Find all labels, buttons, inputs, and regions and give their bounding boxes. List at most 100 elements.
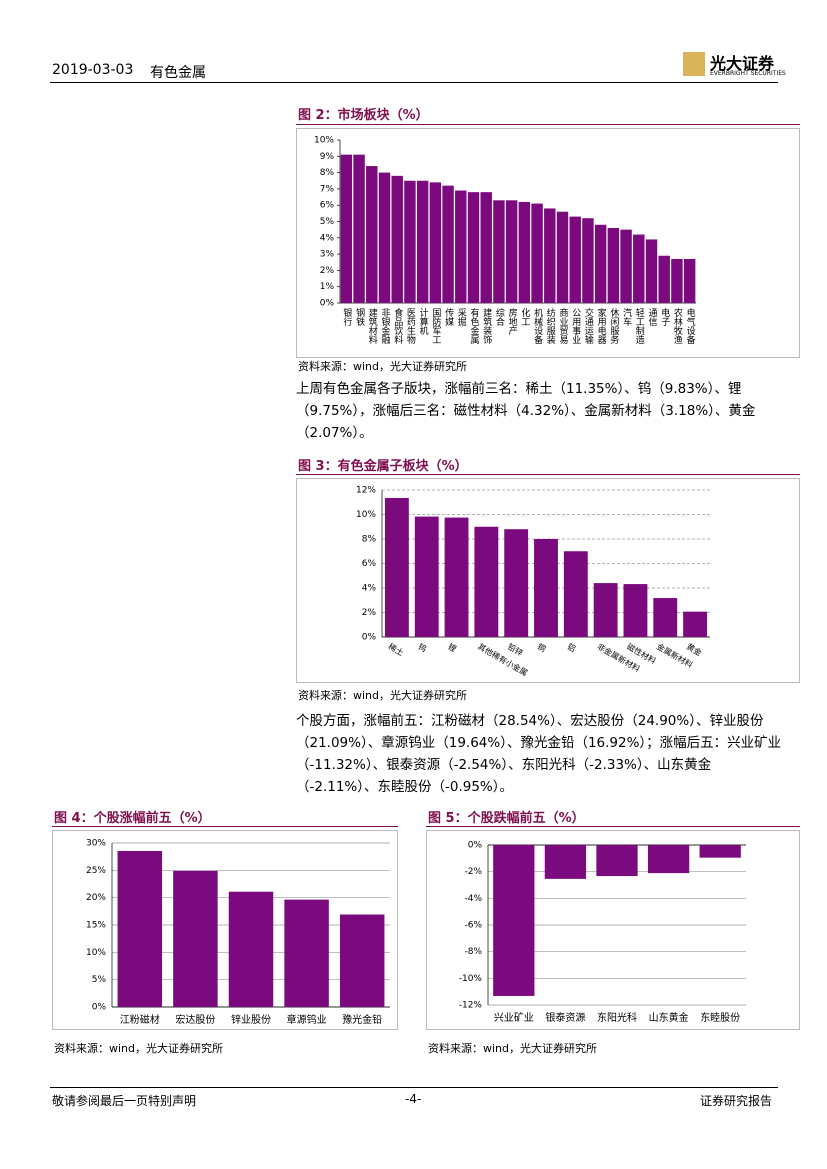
- y-tick-label: 30%: [86, 839, 106, 849]
- chart: 0%2%4%6%8%10%12%稀土钨锂其他稀有小金属铅锌铜铝非金属新材料磁性材…: [296, 478, 800, 683]
- bar: [444, 517, 469, 637]
- y-tick-label: -4%: [464, 894, 482, 904]
- chart-frame: [52, 830, 398, 1030]
- bar: [594, 224, 607, 303]
- bar: [531, 203, 543, 303]
- x-tick-label: 国防军工: [430, 308, 441, 344]
- x-tick-label: 纺织服装: [545, 307, 556, 345]
- bar: [284, 899, 329, 1007]
- x-tick-label: 化工: [519, 307, 530, 326]
- source: 资料来源：wind，光大证券研究所: [428, 1042, 598, 1055]
- y-tick-label: 0%: [92, 1003, 107, 1013]
- header-rule: [50, 82, 778, 83]
- x-tick-label: 非银金融: [380, 307, 391, 345]
- paragraph: 个股方面，涨幅前五：江粉磁材（28.54%）、宏达股份（24.90%）、锌业股份…: [296, 713, 782, 795]
- bar: [366, 166, 378, 303]
- x-tick-label: 钨: [416, 641, 428, 654]
- header-date: 2019-03-03: [52, 62, 134, 78]
- y-tick-label: 6%: [362, 559, 377, 569]
- y-tick-label: 3%: [320, 250, 335, 260]
- y-tick-label: 1%: [320, 282, 335, 292]
- x-tick-label: 江粉磁材: [120, 1013, 160, 1026]
- x-tick-label: 黄金: [685, 641, 704, 658]
- bar: [504, 529, 529, 637]
- y-tick-label: 20%: [86, 893, 106, 903]
- y-tick-label: 10%: [86, 948, 106, 958]
- bar: [596, 845, 638, 877]
- bar: [620, 229, 632, 303]
- x-tick-label: 休闲服务: [608, 307, 619, 345]
- y-tick-label: 4%: [320, 233, 335, 243]
- y-tick-label: 0%: [468, 841, 483, 851]
- bar: [683, 258, 696, 303]
- figure-rule: [296, 474, 800, 475]
- bar: [442, 185, 454, 303]
- x-tick-label: 东阳光科: [597, 1011, 637, 1024]
- x-tick-label: 豫光金铅: [342, 1013, 382, 1026]
- footer-rule: [50, 1087, 778, 1088]
- bar: [683, 611, 708, 637]
- x-tick-label: 综合: [494, 307, 505, 327]
- y-tick-label: -12%: [459, 1001, 483, 1011]
- y-tick-label: 12%: [356, 486, 376, 496]
- bar: [340, 154, 353, 303]
- x-tick-label: 医药生物: [405, 308, 416, 345]
- x-tick-label: 铝: [566, 641, 578, 654]
- figure-rule: [296, 124, 800, 125]
- bar: [653, 598, 678, 637]
- y-tick-label: 4%: [362, 584, 377, 594]
- y-tick-label: 7%: [320, 184, 335, 194]
- bar: [117, 850, 163, 1007]
- x-tick-label: 传媒: [443, 307, 454, 327]
- bar: [228, 891, 274, 1007]
- bar: [607, 228, 620, 303]
- x-tick-label: 建筑材料: [367, 307, 378, 345]
- y-tick-label: 5%: [320, 217, 335, 227]
- x-tick-label: 银泰资源: [545, 1011, 585, 1024]
- y-tick-label: 2%: [362, 608, 377, 618]
- footer-right: 证券研究报告: [700, 1094, 773, 1108]
- bar: [480, 192, 492, 303]
- x-tick-label: 采掘: [456, 308, 467, 327]
- x-tick-label: 计算机: [418, 307, 429, 336]
- chart-frame: [426, 830, 800, 1030]
- bar: [455, 190, 467, 303]
- x-tick-label: 电气设备: [685, 307, 696, 344]
- figure-rule: [426, 826, 800, 827]
- logo-text: 光大证券: [710, 54, 775, 73]
- bar: [518, 201, 531, 303]
- x-tick-label: 轻工制造: [634, 307, 645, 345]
- x-tick-label: 通信: [647, 308, 658, 327]
- x-tick-label: 机械设备: [532, 307, 543, 344]
- x-tick-label: 商业贸易: [558, 307, 569, 345]
- footer-left: 敬请参阅最后一页特别声明: [52, 1094, 197, 1108]
- bar: [505, 200, 518, 303]
- y-tick-label: 0%: [320, 299, 335, 309]
- x-tick-label: 建筑装饰: [481, 307, 492, 345]
- x-tick-label: 锂: [446, 641, 458, 654]
- x-tick-label: 食品饮料: [392, 307, 403, 345]
- bar: [563, 551, 588, 637]
- x-tick-label: 房地产: [507, 307, 517, 336]
- y-tick-label: 10%: [314, 136, 334, 146]
- bar: [544, 845, 587, 879]
- chart-frame: [296, 128, 800, 358]
- footer-page: -4-: [405, 1092, 422, 1106]
- bar: [534, 539, 558, 637]
- y-tick-label: 2%: [320, 266, 335, 276]
- x-tick-label: 其他稀有小金属: [476, 641, 529, 678]
- x-tick-label: 铜: [536, 641, 548, 654]
- y-tick-label: -2%: [464, 867, 482, 877]
- header-sector: 有色金属: [150, 65, 206, 81]
- bar: [384, 497, 409, 637]
- figure-title: 图 3：有色金属子板块（%）: [298, 459, 468, 474]
- y-tick-label: -10%: [459, 974, 483, 984]
- chart: -12% -10% -8% -6% -4% -2% 0% 兴业矿业 银泰资源 东阳光科 山东黄金 东睦…: [426, 830, 800, 1030]
- chart: 0% 1% 2% 3% 4% 5% 6% 7% 8% 9% 10% 银行 钢铁 建筑材料 非银金融 食品饮料医…: [296, 128, 800, 358]
- source: 资料来源：wind，光大证券研究所: [298, 360, 468, 373]
- x-tick-label: 公用事业: [570, 308, 581, 344]
- bar: [416, 180, 429, 303]
- bar: [467, 192, 480, 303]
- x-tick-label: 东睦股份: [700, 1011, 740, 1024]
- y-tick-label: 9%: [320, 152, 335, 162]
